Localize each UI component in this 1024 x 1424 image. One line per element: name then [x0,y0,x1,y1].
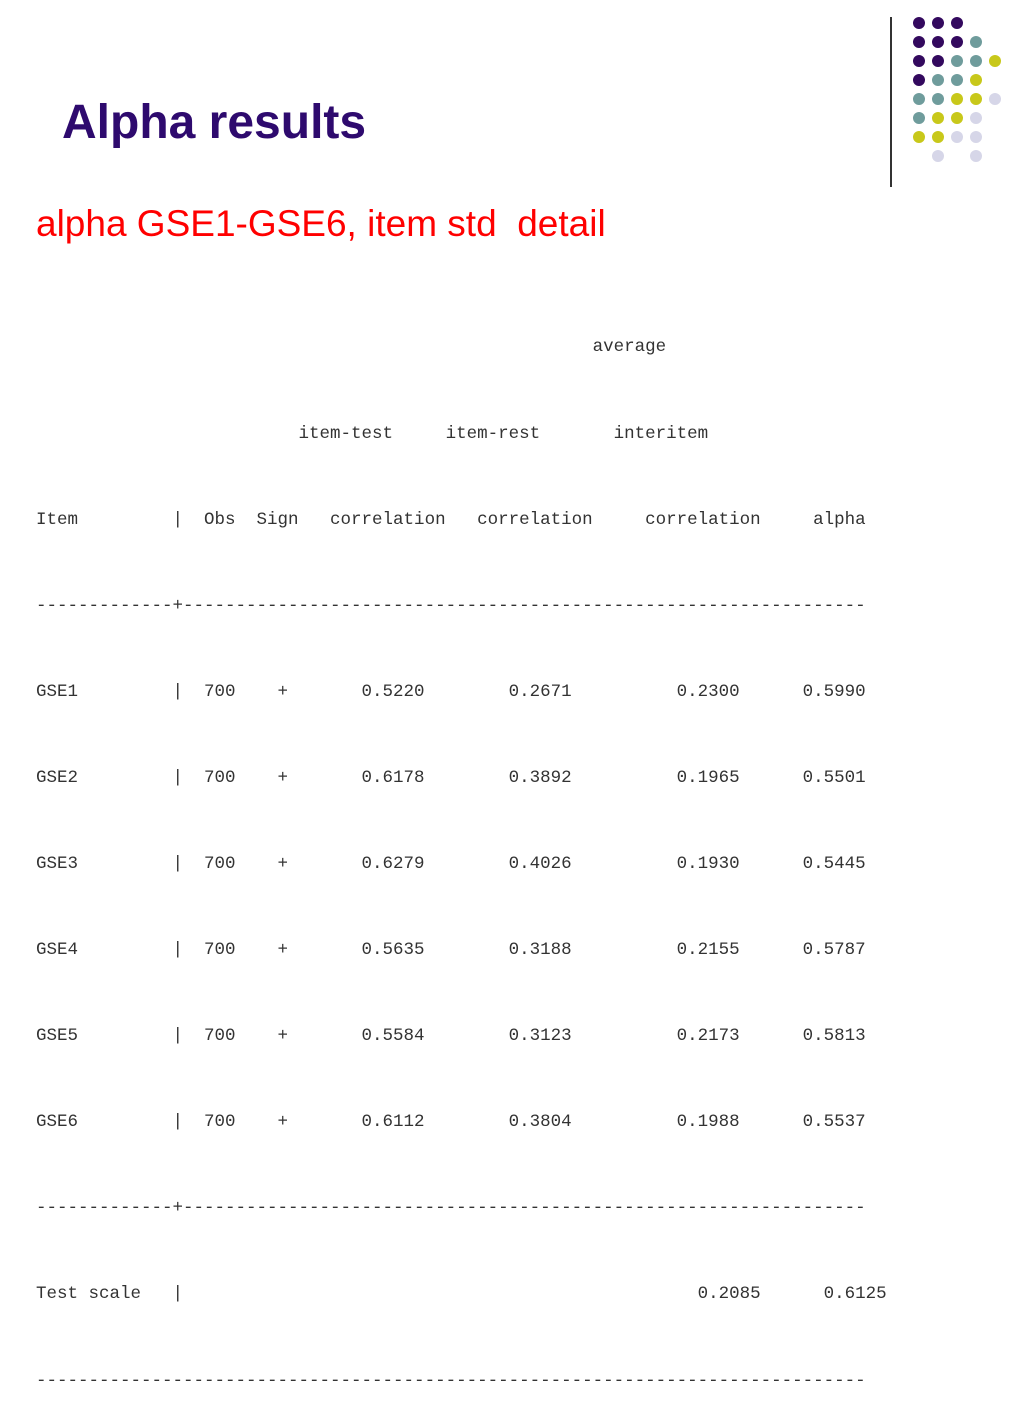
slide-title: Alpha results [62,96,367,149]
header-line-1: average [36,337,667,358]
table-row-gse6: GSE6 | 700 + 0.6112 0.3804 0.1988 0.5537 [36,1112,866,1133]
dot [932,74,944,86]
dot [989,55,1001,67]
dot [913,112,925,124]
dot [970,150,982,162]
dot [970,74,982,86]
dot [932,112,944,124]
dot [913,93,925,105]
dot [951,17,963,29]
stata-alpha-output: average item-test item-rest interitem It… [36,276,887,1424]
dot [932,131,944,143]
dot [951,74,963,86]
decorative-dot-grid [913,17,1001,162]
dot [989,93,1001,105]
table-row-gse1: GSE1 | 700 + 0.5220 0.2671 0.2300 0.5990 [36,681,866,702]
dot [913,17,925,29]
dot [951,55,963,67]
dot [970,36,982,48]
table-row-gse3: GSE3 | 700 + 0.6279 0.4026 0.1930 0.5445 [36,853,866,874]
dot [932,36,944,48]
dot [913,131,925,143]
dot [913,36,925,48]
dot [932,93,944,105]
separator-line: ----------------------------------------… [36,1370,866,1391]
vertical-divider [890,17,892,187]
table-row-test-scale: Test scale | 0.2085 0.6125 [36,1284,887,1305]
table-row-gse2: GSE2 | 700 + 0.6178 0.3892 0.1965 0.5501 [36,767,866,788]
dot [913,74,925,86]
dot [951,112,963,124]
dot [932,150,944,162]
table-row-gse5: GSE5 | 700 + 0.5584 0.3123 0.2173 0.5813 [36,1026,866,1047]
dot [913,55,925,67]
header-line-3: Item | Obs Sign correlation correlation … [36,509,866,530]
dot [970,131,982,143]
separator-line: -------------+--------------------------… [36,1198,866,1219]
header-line-2: item-test item-rest interitem [36,423,709,444]
dot [951,131,963,143]
dot [932,17,944,29]
separator-line: -------------+--------------------------… [36,595,866,616]
dot [932,55,944,67]
dot [970,93,982,105]
command-subtitle: alpha GSE1-GSE6, item std detail [36,203,606,244]
dot [970,55,982,67]
dot [951,36,963,48]
table-row-gse4: GSE4 | 700 + 0.5635 0.3188 0.2155 0.5787 [36,940,866,961]
dot [970,112,982,124]
dot [951,93,963,105]
